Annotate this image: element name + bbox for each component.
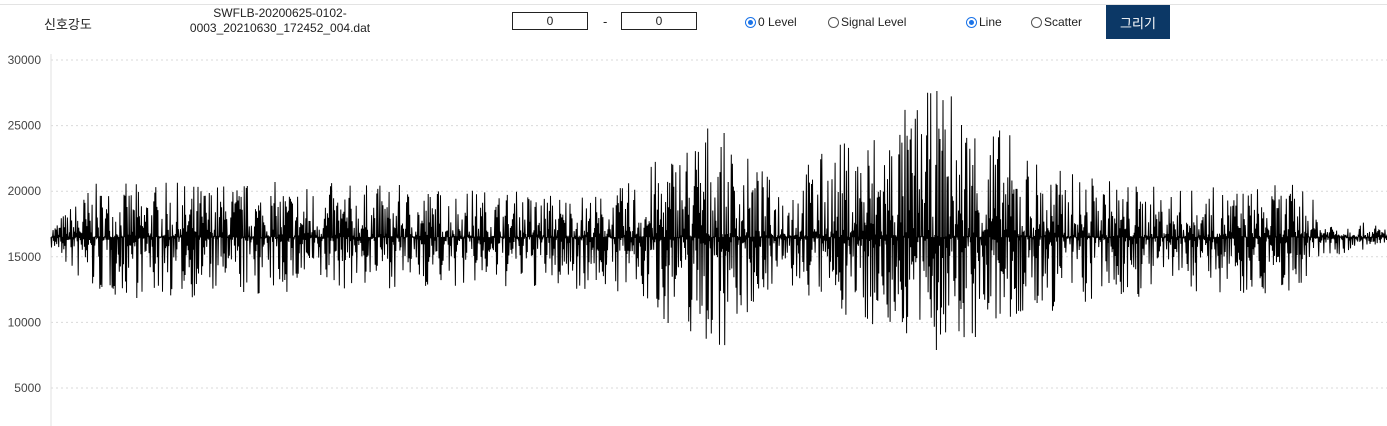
radio-line[interactable]: Line (966, 15, 1002, 29)
y-tick-label-30000: 30000 (8, 53, 42, 67)
radio-zero-level[interactable]: 0 Level (745, 15, 797, 29)
y-tick-label-20000: 20000 (8, 184, 42, 198)
radio-signal-level-label: Signal Level (841, 15, 907, 29)
range-start-input[interactable] (512, 12, 588, 30)
file-name-line-2: 0003_20210630_172452_004.dat (189, 21, 371, 35)
draw-button[interactable]: 그리기 (1106, 5, 1170, 39)
radio-scatter-label: Scatter (1044, 15, 1083, 29)
radio-signal-level-dot[interactable] (828, 16, 839, 28)
radio-scatter-dot[interactable] (1031, 16, 1042, 28)
range-separator: - (603, 14, 608, 29)
radio-zero-level-label: 0 Level (758, 15, 797, 29)
radio-scatter[interactable]: Scatter (1031, 15, 1082, 29)
radio-line-label: Line (979, 15, 1002, 29)
signal-strength-label: 신호강도 (44, 17, 92, 32)
top-divider (0, 4, 1387, 5)
signal-series-line (50, 90, 1387, 351)
y-tick-label-5000: 5000 (14, 381, 41, 395)
radio-signal-level[interactable]: Signal Level (828, 15, 906, 29)
signal-chart: 5000 10000 15000 20000 25000 30000 (8, 53, 1387, 426)
y-tick-label-25000: 25000 (8, 119, 42, 133)
range-end-input[interactable] (621, 12, 697, 30)
radio-zero-level-dot[interactable] (745, 16, 756, 28)
y-tick-label-15000: 15000 (8, 250, 42, 264)
toolbar: 신호강도 SWFLB-20200625-0102- 0003_20210630_… (0, 0, 1387, 46)
file-name-line-1: SWFLB-20200625-0102- (213, 6, 347, 20)
radio-line-dot[interactable] (966, 16, 977, 28)
file-name: SWFLB-20200625-0102- 0003_20210630_17245… (170, 6, 390, 36)
y-tick-label-10000: 10000 (8, 315, 42, 329)
